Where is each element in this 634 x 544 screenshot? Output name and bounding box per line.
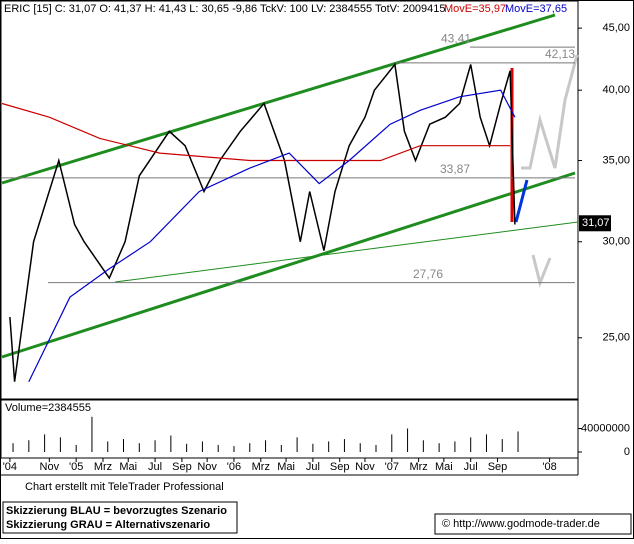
x-tick-label: Mrz xyxy=(252,461,270,473)
level-label: 43,41 xyxy=(441,31,471,45)
last-price-box xyxy=(579,215,611,232)
grey-scenario xyxy=(521,54,579,170)
x-tick-label: Nov xyxy=(197,461,217,473)
level-label: 42,13 xyxy=(545,47,575,61)
grey-note: Skizzierung GRAU = Alternativszenario xyxy=(6,519,210,531)
level-label: 33,87 xyxy=(440,162,470,176)
y-tick-label: 35,00 xyxy=(602,154,630,166)
x-tick-label: '05 xyxy=(69,461,83,473)
price-line xyxy=(28,89,516,382)
x-tick-label: Jul xyxy=(464,461,478,473)
x-tick-label: '06 xyxy=(227,461,241,473)
volume-title: Volume=2384555 xyxy=(5,402,91,414)
y-tick-label: 45,00 xyxy=(602,22,630,34)
y-tick-label: 25,00 xyxy=(602,332,630,344)
x-tick-label: Nov xyxy=(355,461,375,473)
y-tick-label: 30,00 xyxy=(602,236,630,248)
x-tick-label: Sep xyxy=(330,461,350,473)
x-tick-label: Jul xyxy=(306,461,320,473)
price-panel xyxy=(0,0,579,400)
x-tick-label: '08 xyxy=(542,461,556,473)
legend-entry: MovE=37,65 xyxy=(505,3,567,15)
legend-entry: MovE=35,97 xyxy=(444,3,506,15)
x-tick-label: '04 xyxy=(3,461,17,473)
y-tick-label: 0 xyxy=(624,446,630,458)
credit: Chart erstellt mit TeleTrader Profession… xyxy=(25,481,224,493)
support-line xyxy=(114,221,579,283)
y-tick-label: 40000000 xyxy=(581,422,630,434)
x-tick-label: '07 xyxy=(385,461,399,473)
quote-header: ERIC [15] C: 31,07 O: 41,37 H: 41,43 L: … xyxy=(4,3,446,15)
x-tick-label: Mrz xyxy=(94,461,112,473)
x-tick-label: Mrz xyxy=(409,461,427,473)
x-tick-label: Mai xyxy=(277,461,295,473)
volume-panel xyxy=(0,399,579,459)
last-price-label: 31,07 xyxy=(582,217,610,229)
x-tick-label: Jul xyxy=(148,461,162,473)
upper-trendline xyxy=(1,13,556,185)
legend-box xyxy=(2,501,238,534)
level-label: 27,76 xyxy=(413,267,443,281)
x-tick-label: Mai xyxy=(435,461,453,473)
blue-scenario xyxy=(514,179,529,223)
copyright-box xyxy=(434,513,632,535)
price-line xyxy=(1,102,511,162)
x-tick-label: Mai xyxy=(119,461,137,473)
lower-trendline xyxy=(1,171,576,359)
price-line xyxy=(9,62,516,382)
x-tick-label: Sep xyxy=(172,461,192,473)
blue-note: Skizzierung BLAU = bevorzugtes Szenario xyxy=(6,505,227,517)
x-tick-label: Sep xyxy=(488,461,508,473)
y-tick-label: 40,00 xyxy=(602,84,630,96)
copyright: © http://www.godmode-trader.de xyxy=(442,518,600,530)
x-tick-label: Nov xyxy=(40,461,60,473)
